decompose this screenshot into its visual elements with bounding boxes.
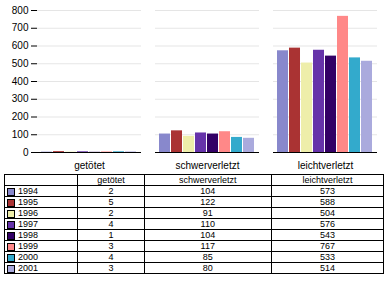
- svg-text:100: 100: [12, 129, 29, 140]
- svg-text:schwerverletzt: schwerverletzt: [176, 160, 240, 171]
- html-text:2000: 2000: [18, 252, 38, 262]
- html-text:514: 514: [319, 263, 335, 273]
- svg-text:800: 800: [12, 5, 29, 16]
- html-text:2001: 2001: [18, 263, 38, 273]
- html-text:80: 80: [202, 263, 213, 273]
- html-text:504: 504: [319, 208, 335, 218]
- html-text:91: 91: [202, 208, 213, 218]
- html-text:3: 3: [108, 263, 114, 273]
- html-text:533: 533: [319, 252, 335, 262]
- html-text:1994: 1994: [18, 186, 38, 196]
- html-text:2: 2: [108, 208, 114, 218]
- html-text:4: 4: [108, 252, 114, 262]
- html-text:588: 588: [319, 197, 335, 207]
- html-text:1995: 1995: [18, 197, 38, 207]
- html-text:1: 1: [108, 230, 114, 240]
- html-text:1999: 1999: [18, 241, 38, 251]
- html-text:5: 5: [108, 197, 114, 207]
- html-text:getötet: getötet: [97, 175, 125, 185]
- html-text:2: 2: [108, 186, 114, 196]
- html-text:767: 767: [319, 241, 335, 251]
- html-text:4: 4: [108, 219, 114, 229]
- svg-text:600: 600: [12, 40, 29, 51]
- html-text:110: 110: [200, 219, 215, 229]
- svg-text:400: 400: [12, 76, 29, 87]
- svg-text:700: 700: [12, 22, 29, 33]
- svg-text:0: 0: [23, 147, 29, 158]
- svg-text:500: 500: [12, 58, 29, 69]
- svg-text:200: 200: [12, 111, 29, 122]
- html-text:schwerverletzt: schwerverletzt: [179, 175, 237, 185]
- html-text:85: 85: [202, 252, 213, 262]
- html-text:104: 104: [200, 186, 216, 196]
- html-text:117: 117: [200, 241, 215, 251]
- html-text:1996: 1996: [18, 208, 38, 218]
- html-text:1998: 1998: [18, 230, 38, 240]
- svg-text:300: 300: [12, 93, 29, 104]
- svg-text:leichtverletzt: leichtverletzt: [298, 160, 354, 171]
- html-text:573: 573: [319, 186, 335, 196]
- html-text:543: 543: [319, 230, 335, 240]
- html-text:3: 3: [108, 241, 114, 251]
- html-text:leichtverletzt: leichtverletzt: [302, 175, 353, 185]
- html-text:576: 576: [319, 219, 335, 229]
- html-text:1997: 1997: [18, 219, 38, 229]
- svg-text:getötet: getötet: [74, 160, 105, 171]
- html-text:122: 122: [200, 197, 216, 207]
- html-text:104: 104: [200, 230, 216, 240]
